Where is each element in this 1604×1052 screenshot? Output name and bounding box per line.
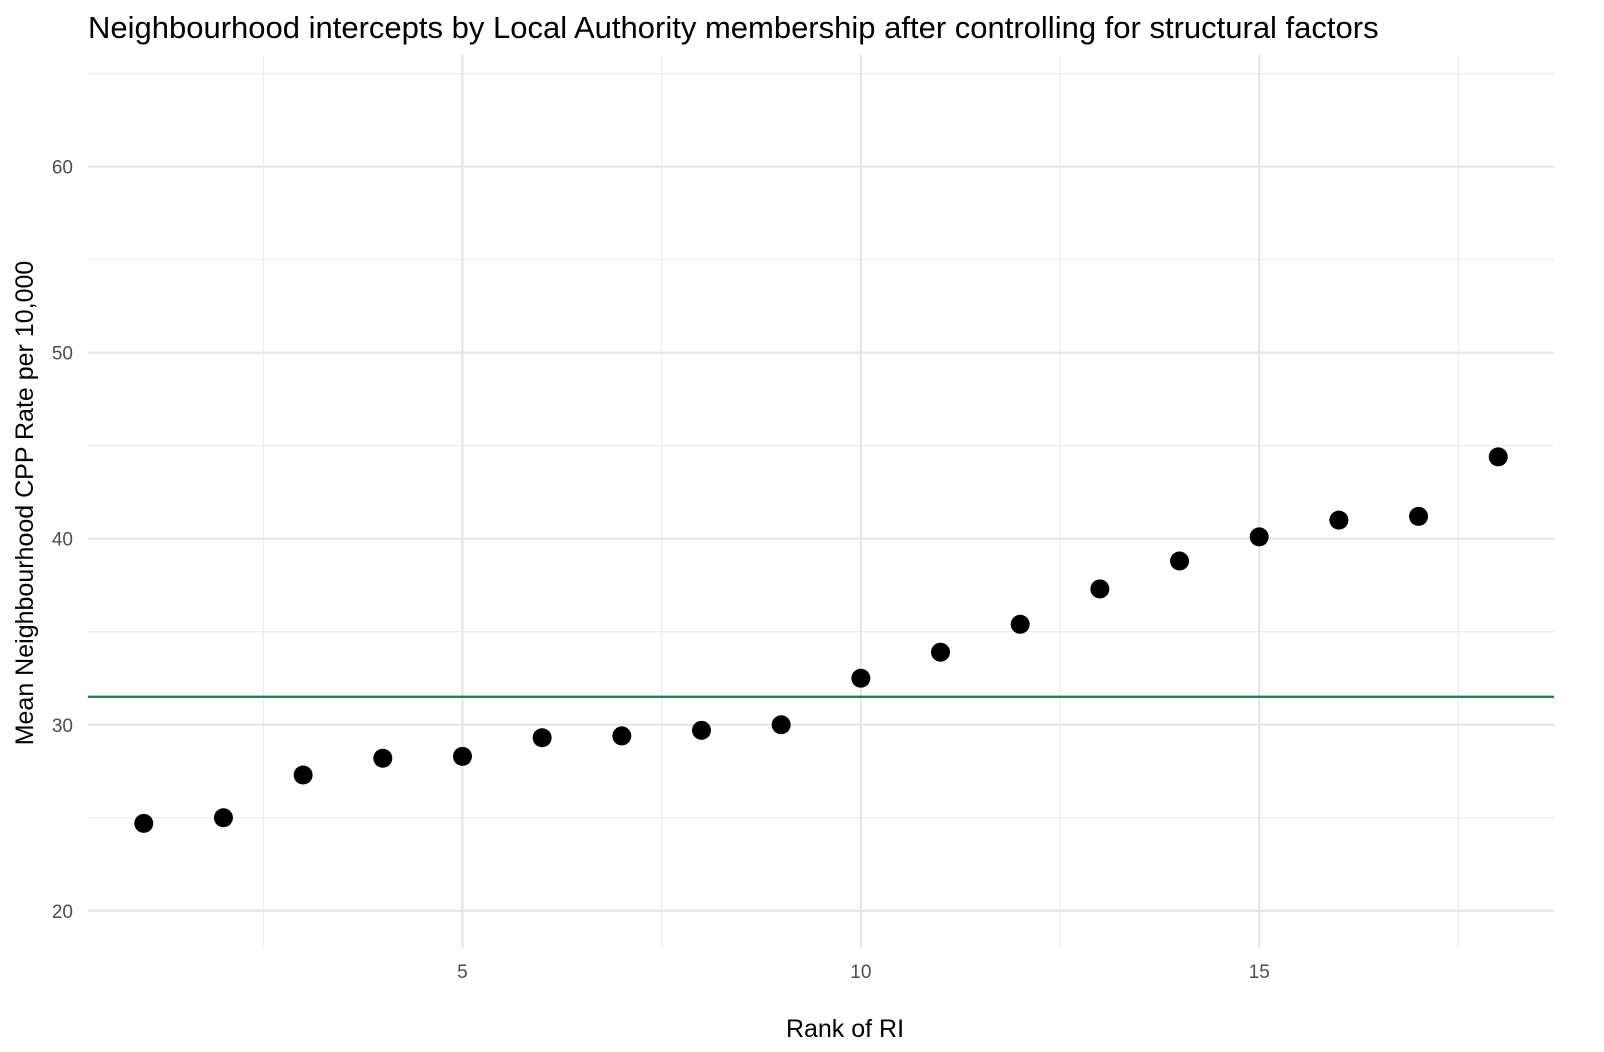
y-tick-label: 40 [52,530,73,551]
chart-title: Neighbourhood intercepts by Local Author… [88,10,1379,45]
x-tick-label: 5 [457,962,468,983]
data-point [612,726,632,746]
data-point [452,746,472,766]
data-point [134,813,154,833]
data-point [1170,551,1190,571]
data-point [293,765,313,785]
data-point [851,668,871,688]
data-point [1409,506,1429,526]
major-gridlines [88,55,1554,948]
y-tick-label: 30 [52,716,73,737]
y-tick-labels: 20 30 40 50 60 [52,158,73,923]
data-point [532,728,552,748]
y-tick-label: 20 [52,902,73,923]
x-tick-label: 10 [850,962,871,983]
x-axis-title: Rank of RI [786,1015,904,1043]
x-tick-labels: 5 10 15 [457,962,1270,983]
data-point [1249,527,1269,547]
y-axis-title: Mean Neighbourhood CPP Rate per 10,000 [11,261,39,746]
data-point [1488,447,1508,467]
data-point [1329,510,1349,530]
data-points [134,447,1508,833]
data-point [771,715,791,735]
y-tick-label: 50 [52,344,73,365]
data-point [1090,579,1110,599]
data-point [1010,614,1030,634]
minor-gridlines [88,55,1554,948]
data-point [931,642,951,662]
data-point [691,720,711,740]
y-tick-label: 60 [52,158,73,179]
data-point [373,748,393,768]
x-tick-label: 15 [1249,962,1270,983]
data-point [213,808,233,828]
